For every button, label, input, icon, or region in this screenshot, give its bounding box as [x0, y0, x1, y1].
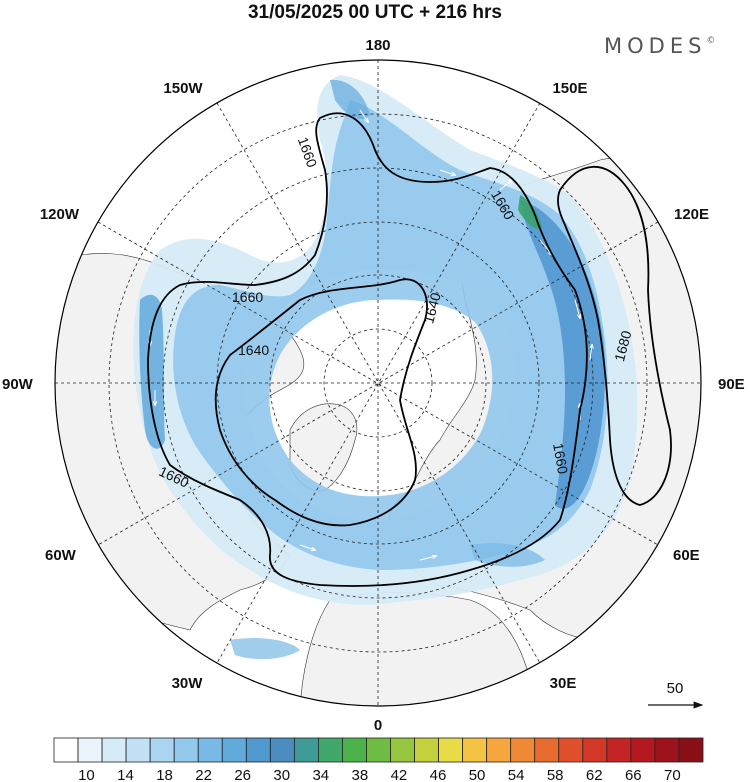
- colorbar-cell: [486, 737, 512, 763]
- colorbar-cell: [149, 737, 175, 763]
- colorbar-cell: [269, 737, 295, 763]
- colorbar-cell: [293, 737, 319, 763]
- colorbar-cells: [53, 737, 704, 763]
- wind-arrow: [539, 239, 552, 255]
- colorbar-cell: [125, 737, 151, 763]
- wind-speed-shading: [133, 75, 638, 660]
- colorbar-cell: [318, 737, 343, 763]
- colorbar-cell: [558, 737, 584, 763]
- colorbar-cell: [462, 737, 488, 763]
- colorbar-cell: [77, 737, 103, 763]
- colorbar-cell: [678, 737, 704, 763]
- brand-mark: ©: [706, 36, 716, 46]
- lon-label-30e: 30E: [550, 675, 577, 692]
- lon-label-120w: 120W: [40, 206, 80, 223]
- contour-label: 1640: [238, 342, 269, 358]
- contour-1680: [557, 165, 672, 506]
- wind-arrow: [359, 109, 368, 122]
- colorbar-cell: [390, 737, 415, 763]
- colorbar-tick-label: 34: [312, 767, 329, 782]
- lon-label-120e: 120E: [674, 206, 709, 223]
- wind-vectors: [150, 109, 592, 561]
- contour-label: 1660: [232, 289, 263, 305]
- lon-label-150e: 150E: [552, 80, 587, 97]
- colorbar-cell: [606, 737, 632, 763]
- colorbar-cell: [438, 737, 464, 763]
- lon-label-90e: 90E: [718, 376, 745, 393]
- wind-arrow: [574, 299, 580, 318]
- colorbar-tick-label: 54: [508, 767, 525, 782]
- lon-label-90w: 90W: [2, 376, 34, 393]
- contour-label: 1660: [550, 442, 571, 476]
- colorbar-tick-label: 26: [234, 767, 251, 782]
- contour-1660-outer: [147, 112, 588, 587]
- colorbar-tick-label: 66: [625, 767, 642, 782]
- longitude-labels: 180 150W 150E 120W 120E 90W 90E 60W 60E …: [2, 37, 745, 734]
- brand-name: MODES: [604, 34, 707, 58]
- jet-core-america: [139, 294, 165, 449]
- colorbar-cell: [342, 737, 367, 763]
- wind-arrow: [245, 298, 261, 300]
- lon-label-60e: 60E: [673, 547, 700, 564]
- wind-arrow: [299, 544, 315, 550]
- colorbar-ticks: 10 14 18 22 26 30 34 38 42 46 50 54 58 62 66 70: [78, 767, 681, 782]
- colorbar-cell: [197, 737, 223, 763]
- colorbar-cell: [654, 737, 680, 763]
- colorbar-cell: [630, 737, 656, 763]
- lon-label-60w: 60W: [45, 547, 77, 564]
- jet-core-atlantic: [230, 638, 300, 660]
- colorbar-cell: [101, 737, 127, 763]
- reference-vector-label: 50: [667, 680, 684, 697]
- lon-label-180: 180: [365, 37, 390, 54]
- colorbar-cell: [582, 737, 608, 763]
- graticule: [55, 60, 701, 706]
- lon-label-0: 0: [374, 717, 382, 734]
- jet-band-mid: [173, 100, 608, 570]
- latitude-circle: [323, 328, 433, 438]
- colorbar-cell: [221, 737, 247, 763]
- jet-core-asia: [520, 200, 605, 509]
- lon-label-150w: 150W: [163, 80, 203, 97]
- colorbar-cell: [173, 737, 199, 763]
- colorbar-tick-label: 38: [352, 767, 369, 782]
- colorbar-tick-label: 10: [78, 767, 95, 782]
- map-boundary: [54, 59, 702, 707]
- reference-vector: 50: [648, 680, 704, 709]
- colorbar-tick-label: 70: [664, 767, 681, 782]
- colorbar-cell: [414, 737, 439, 763]
- colorbar-cell: [366, 737, 391, 763]
- colorbar-tick-label: 46: [430, 767, 447, 782]
- brand-logo: MODES©: [604, 34, 715, 58]
- contour-label: 1640: [420, 291, 444, 325]
- colorbar-cell: [53, 737, 79, 763]
- height-contours: [147, 112, 672, 587]
- jet-core-pacific: [330, 79, 370, 120]
- latitude-circle: [162, 167, 594, 599]
- colorbar-tick-label: 50: [469, 767, 486, 782]
- wind-arrow: [499, 180, 512, 191]
- contour-1640: [214, 278, 428, 527]
- colorbar-tick-label: 22: [195, 767, 212, 782]
- colorbar-tick-label: 14: [117, 767, 134, 782]
- colorbar-tick-label: 30: [273, 767, 290, 782]
- contour-label: 1680: [611, 329, 635, 363]
- colorbar-tick-label: 18: [156, 767, 173, 782]
- wind-arrow: [439, 169, 455, 175]
- wind-arrow: [419, 556, 436, 561]
- map-title: 31/05/2025 00 UTC + 216 hrs: [247, 2, 503, 23]
- lon-label-30w: 30W: [172, 675, 204, 692]
- colorbar-cell: [510, 737, 536, 763]
- colorbar-tick-label: 62: [586, 767, 603, 782]
- colorbar-tick-label: 58: [547, 767, 564, 782]
- colorbar-cell: [534, 737, 560, 763]
- wind-arrow: [590, 345, 592, 361]
- colorbar-cell: [245, 737, 271, 763]
- colorbar: 10 14 18 22 26 30 34 38 42 46 50 54 58 62 66 70: [53, 737, 704, 782]
- polar-map: 1660 1660 1660 1640 1640 1680 1660 1660 …: [2, 37, 745, 734]
- latitude-circle: [269, 274, 487, 492]
- colorbar-tick-label: 42: [391, 767, 408, 782]
